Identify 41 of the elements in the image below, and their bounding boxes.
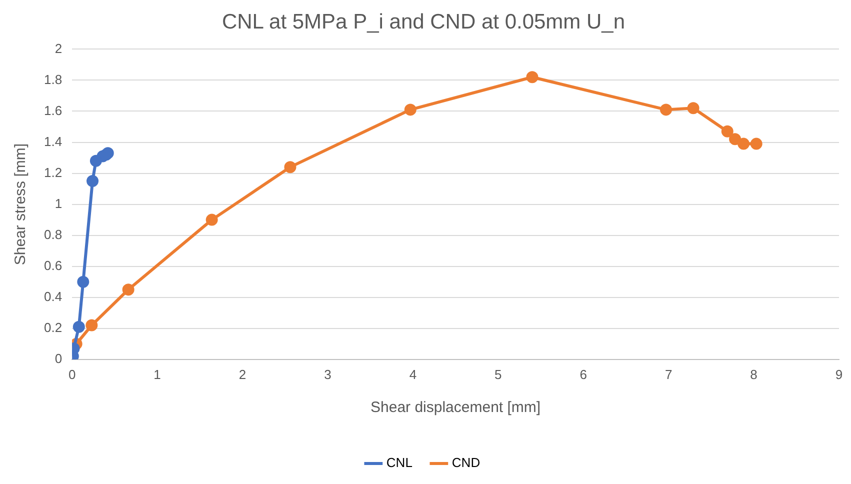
y-tick-label: 0.6 [44, 258, 62, 273]
x-tick-label: 4 [409, 366, 417, 382]
y-tick-label: 0.2 [44, 320, 62, 335]
point [72, 320, 85, 333]
x-tick-label: 0 [68, 366, 76, 382]
point [86, 319, 98, 332]
x-tick-label: 6 [580, 366, 587, 382]
y-tick-label: 1.8 [44, 72, 62, 87]
x-tick-label: 2 [238, 366, 246, 382]
y-tick-label: 1.2 [44, 164, 62, 180]
point [86, 175, 99, 188]
point [660, 104, 672, 116]
y-tick-label: 1 [54, 196, 62, 211]
point [729, 133, 742, 146]
legend-label: CNL [386, 455, 412, 470]
point [122, 284, 134, 296]
y-tick-label: 0.4 [44, 288, 62, 304]
point [526, 71, 538, 84]
point [284, 161, 296, 174]
y-axis-title: Shear stress [mm] [12, 143, 30, 266]
point [721, 125, 734, 138]
point [77, 276, 90, 288]
point [750, 138, 762, 150]
y-tick-label: 0 [54, 350, 62, 366]
x-tick-label: 9 [835, 366, 843, 382]
point [206, 214, 218, 226]
point [404, 104, 416, 116]
y-tick-label: 2 [54, 40, 62, 56]
y-tick-label: 1.4 [44, 134, 62, 149]
x-tick-label: 8 [750, 366, 758, 382]
x-tick-label: 7 [664, 366, 672, 382]
point [738, 138, 750, 150]
point [687, 102, 700, 114]
x-axis-title: Shear displacement [mm] [370, 399, 541, 416]
x-tick-label: 3 [324, 366, 332, 382]
x-tick-label: 1 [154, 366, 161, 382]
x-tick-label: 5 [494, 366, 502, 382]
y-tick-label: 1.6 [44, 102, 62, 118]
chart-title: CNL at 5MPa P_i and CND at 0.05mm U_n [222, 10, 626, 34]
y-tick-label: 0.8 [44, 226, 62, 242]
legend-label: CND [452, 455, 480, 470]
